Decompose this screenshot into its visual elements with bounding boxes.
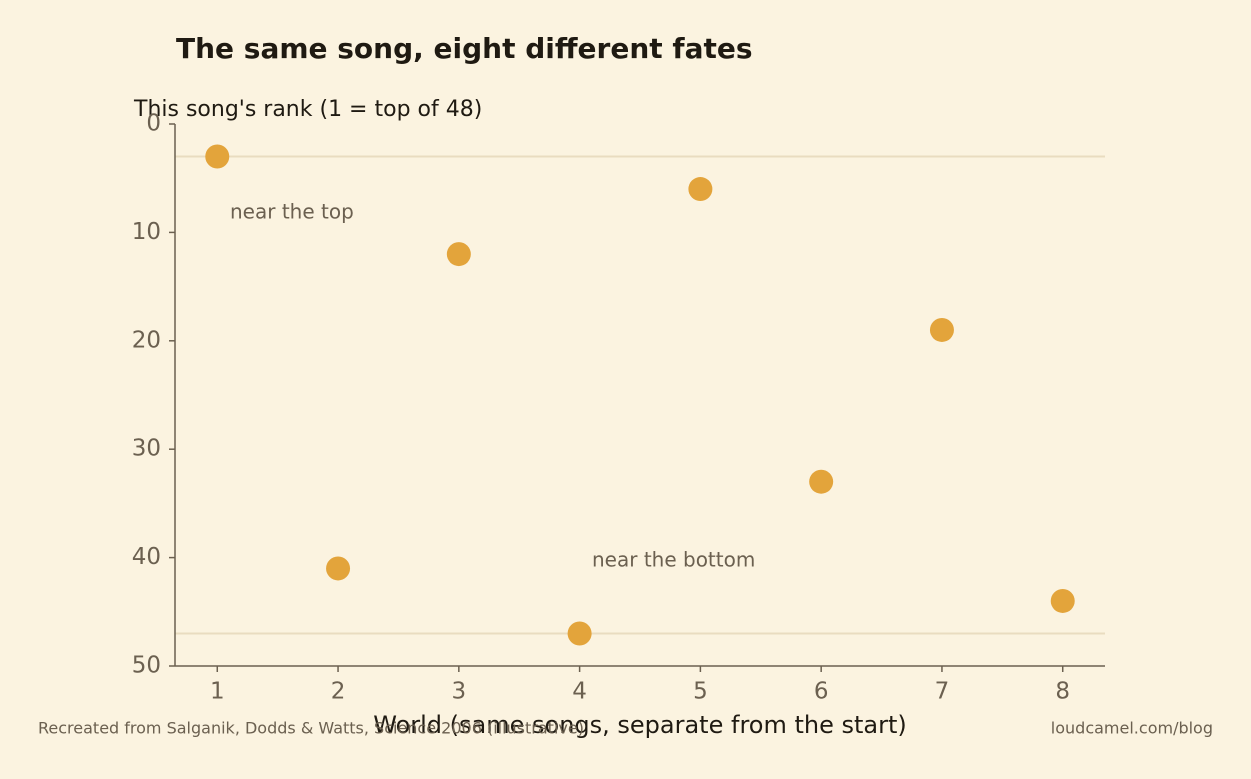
x-axis-label: World (same songs, separate from the sta… [373,711,907,739]
y-tick-label: 0 [146,111,161,137]
x-tick-label: 1 [210,679,225,705]
x-tick-label: 6 [814,679,829,705]
y-tick-label: 30 [132,436,161,462]
point [929,317,954,342]
y-tick-label: 50 [132,653,161,679]
point [809,469,834,494]
x-tick-label: 5 [693,679,708,705]
point [205,144,230,169]
x-tick-label: 3 [452,679,467,705]
y-tick-label: 40 [132,544,161,570]
source-note: Recreated from Salganik, Dodds & Watts, … [38,719,584,738]
point [446,242,471,267]
x-tick-label: 2 [331,679,346,705]
site-credit: loudcamel.com/blog [1051,719,1213,738]
point [326,556,351,581]
x-tick-label: 8 [1055,679,1070,705]
annotation: near the bottom [592,548,755,572]
annotation: near the top [230,200,354,224]
point [688,177,713,202]
y-axis-label: This song's rank (1 = top of 48) [133,97,482,122]
y-tick-label: 10 [132,219,161,245]
x-tick-label: 7 [935,679,950,705]
point [567,621,592,646]
y-tick-label: 20 [132,327,161,353]
chart-title: The same song, eight different fates [176,32,753,65]
x-tick-label: 4 [572,679,587,705]
point [1050,588,1075,613]
